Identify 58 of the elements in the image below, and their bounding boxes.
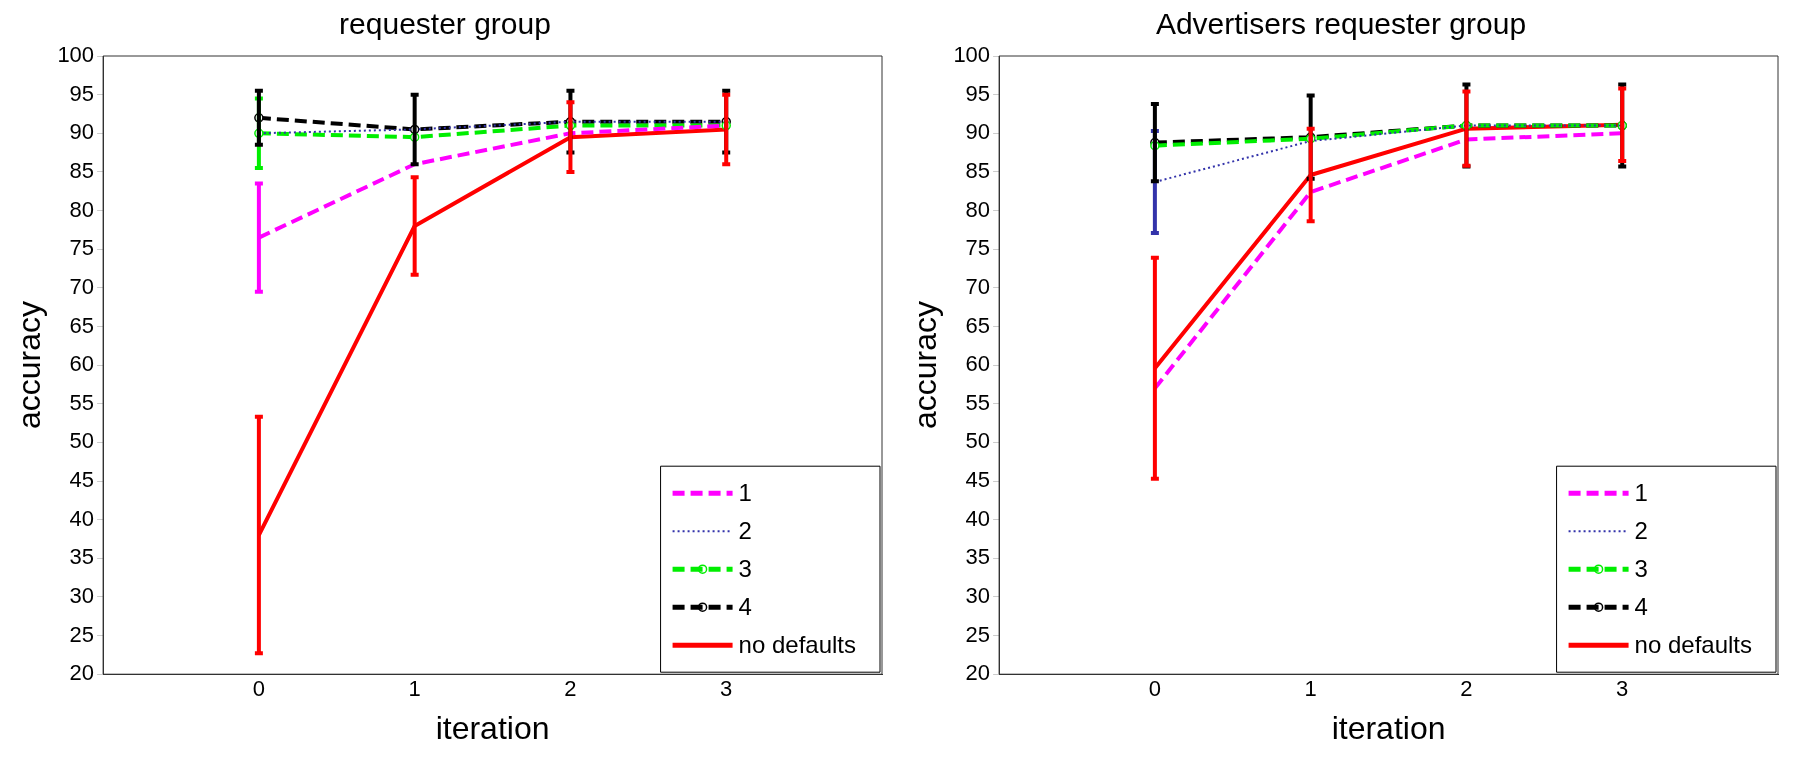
y-tick-label: 55 bbox=[69, 389, 95, 415]
y-tick-label: 35 bbox=[965, 544, 991, 570]
y-axis-title: accuracy bbox=[11, 301, 48, 430]
x-tick-label: 0 bbox=[1148, 676, 1162, 702]
x-tick-label: 3 bbox=[720, 676, 733, 702]
y-tick-label: 45 bbox=[69, 467, 95, 493]
y-tick-label: 75 bbox=[69, 235, 95, 261]
y-tick-label: 90 bbox=[965, 119, 991, 145]
x-axis-title: iteration bbox=[435, 709, 550, 746]
y-tick-label: 70 bbox=[69, 273, 95, 299]
y-tick-label: 50 bbox=[69, 428, 95, 454]
y-tick-label: 40 bbox=[69, 505, 95, 531]
y-tick-label: 95 bbox=[69, 80, 95, 106]
legend-label: 1 bbox=[738, 478, 752, 506]
x-axis-title: iteration bbox=[1331, 709, 1446, 746]
y-tick-label: 100 bbox=[57, 42, 95, 68]
y-tick-label: 30 bbox=[965, 582, 991, 608]
x-tick-label: 1 bbox=[408, 676, 421, 702]
y-tick-label: 80 bbox=[69, 196, 95, 222]
y-tick-label: 70 bbox=[965, 273, 991, 299]
y-tick-label: 85 bbox=[965, 157, 991, 183]
y-axis-title: accuracy bbox=[907, 301, 944, 430]
y-tick-label: 60 bbox=[69, 351, 95, 377]
legend-label: no defaults bbox=[1634, 630, 1752, 658]
y-tick-label: 55 bbox=[965, 389, 991, 415]
legend-label: 3 bbox=[738, 554, 752, 582]
x-tick-label: 3 bbox=[1616, 676, 1629, 702]
y-tick-label: 50 bbox=[965, 428, 991, 454]
y-tick-label: 40 bbox=[965, 505, 991, 531]
y-tick-label: 95 bbox=[965, 80, 991, 106]
x-tick-label: 2 bbox=[1460, 676, 1473, 702]
chart-title: requester group bbox=[339, 7, 551, 41]
y-tick-label: 75 bbox=[965, 235, 991, 261]
y-tick-label: 30 bbox=[69, 582, 95, 608]
legend-label: 2 bbox=[1634, 516, 1648, 544]
chart-title: Advertisers requester group bbox=[1155, 7, 1527, 41]
y-tick-label: 25 bbox=[965, 621, 991, 647]
y-tick-label: 20 bbox=[965, 660, 991, 686]
legend-label: 4 bbox=[1634, 592, 1648, 620]
legend-label: 2 bbox=[738, 516, 752, 544]
legend-label: 4 bbox=[738, 592, 752, 620]
y-tick-label: 65 bbox=[69, 312, 95, 338]
x-tick-label: 2 bbox=[564, 676, 577, 702]
y-tick-label: 35 bbox=[69, 544, 95, 570]
legend-label: 1 bbox=[1634, 478, 1648, 506]
y-tick-label: 25 bbox=[69, 621, 95, 647]
y-tick-label: 90 bbox=[69, 119, 95, 145]
y-tick-label: 60 bbox=[965, 351, 991, 377]
legend-label: 3 bbox=[1634, 554, 1648, 582]
y-tick-label: 100 bbox=[953, 42, 991, 68]
y-tick-label: 45 bbox=[965, 467, 991, 493]
legend-label: no defaults bbox=[738, 630, 856, 658]
y-tick-label: 85 bbox=[69, 157, 95, 183]
x-tick-label: 1 bbox=[1304, 676, 1317, 702]
x-tick-label: 0 bbox=[252, 676, 266, 702]
y-tick-label: 20 bbox=[69, 660, 95, 686]
y-tick-label: 65 bbox=[965, 312, 991, 338]
y-tick-label: 80 bbox=[965, 196, 991, 222]
